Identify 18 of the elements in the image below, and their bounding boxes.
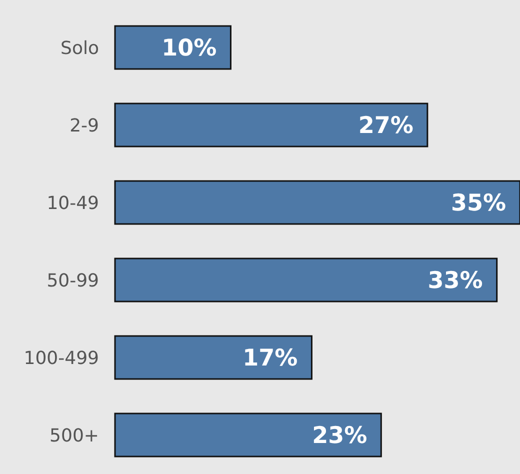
y-tick-label: 2-9 xyxy=(70,116,99,137)
data-label: 10% xyxy=(162,36,217,62)
y-tick-label: 500+ xyxy=(50,426,99,447)
bar xyxy=(114,335,312,380)
y-tick-label: 50-99 xyxy=(46,270,99,292)
bar xyxy=(114,258,498,302)
data-label: 35% xyxy=(450,190,506,217)
bar xyxy=(114,25,232,70)
data-label: 33% xyxy=(428,268,483,294)
bar xyxy=(114,180,520,225)
data-label: 17% xyxy=(242,346,298,372)
data-label: 23% xyxy=(312,423,368,450)
y-tick-label: 100-499 xyxy=(24,348,99,370)
bar xyxy=(114,412,382,458)
y-tick-label: Solo xyxy=(60,38,99,60)
data-label: 27% xyxy=(358,113,414,140)
y-tick-label: 10-49 xyxy=(46,193,99,214)
bar xyxy=(114,102,428,148)
